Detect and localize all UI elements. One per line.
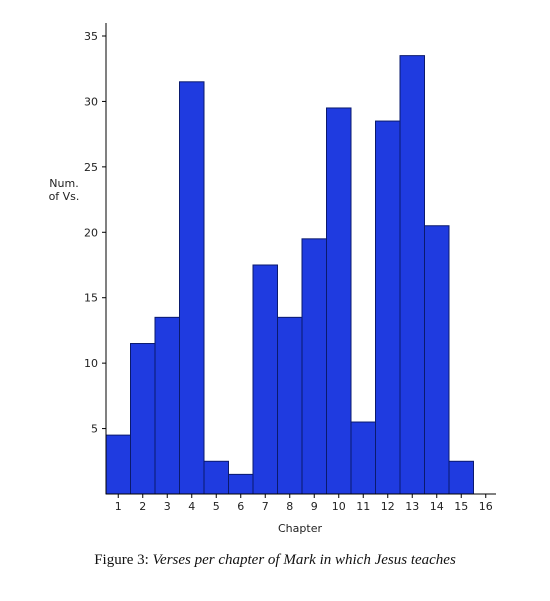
bar-chapter-4 [179,81,205,495]
y-axis-label-line-2: of Vs. [49,190,80,203]
bar-chapter-6 [228,473,254,495]
bar-chapter-8 [277,316,303,495]
bar-chapter-15 [448,460,474,495]
bar-chapter-5 [203,460,229,495]
x-axis-label: Chapter [278,522,322,535]
x-tick-label-7: 7 [262,500,269,513]
x-tick-label-1: 1 [115,500,122,513]
bar-chapter-3 [154,316,180,495]
y-axis: 5 10 15 20 25 30 35 [84,23,107,494]
x-tick-label-16: 16 [479,500,493,513]
x-tick-label-3: 3 [164,500,171,513]
y-tick-label-30: 30 [84,95,98,108]
y-tick-label-25: 25 [84,161,98,174]
x-tick-label-6: 6 [237,500,244,513]
y-axis-label-line-1: Num. [49,177,78,190]
bar-chapter-9 [301,238,327,495]
bar-chapter-11 [350,421,376,495]
x-tick-label-12: 12 [381,500,395,513]
x-tick-label-11: 11 [356,500,370,513]
x-tick-label-2: 2 [139,500,146,513]
x-tick-label-15: 15 [454,500,468,513]
bar-chapter-12 [375,120,401,495]
x-tick-label-13: 13 [405,500,419,513]
bar-chapter-2 [130,343,156,495]
figure-caption: Figure 3: Verses per chapter of Mark in … [0,552,550,569]
x-tick-label-8: 8 [286,500,293,513]
y-tick-label-15: 15 [84,292,98,305]
bar-chapter-14 [424,225,450,495]
y-tick-label-20: 20 [84,226,98,239]
bar-chapter-10 [326,107,352,495]
bars-group [105,55,474,495]
x-axis: 1 2 3 4 5 6 7 8 9 10 11 12 13 14 15 16 [106,493,496,513]
y-tick-label-35: 35 [84,30,98,43]
x-tick-label-5: 5 [213,500,220,513]
x-tick-label-4: 4 [188,500,195,513]
y-tick-label-5: 5 [91,423,98,436]
x-tick-label-9: 9 [311,500,318,513]
x-tick-label-14: 14 [430,500,444,513]
figure-caption-lead: Figure 3: [94,552,153,568]
figure-caption-title: Verses per chapter of Mark in which Jesu… [152,552,456,568]
bar-chapter-13 [399,55,425,495]
x-tick-label-10: 10 [332,500,346,513]
bar-chapter-1 [105,434,131,495]
bar-chapter-7 [252,264,278,495]
y-tick-label-10: 10 [84,357,98,370]
